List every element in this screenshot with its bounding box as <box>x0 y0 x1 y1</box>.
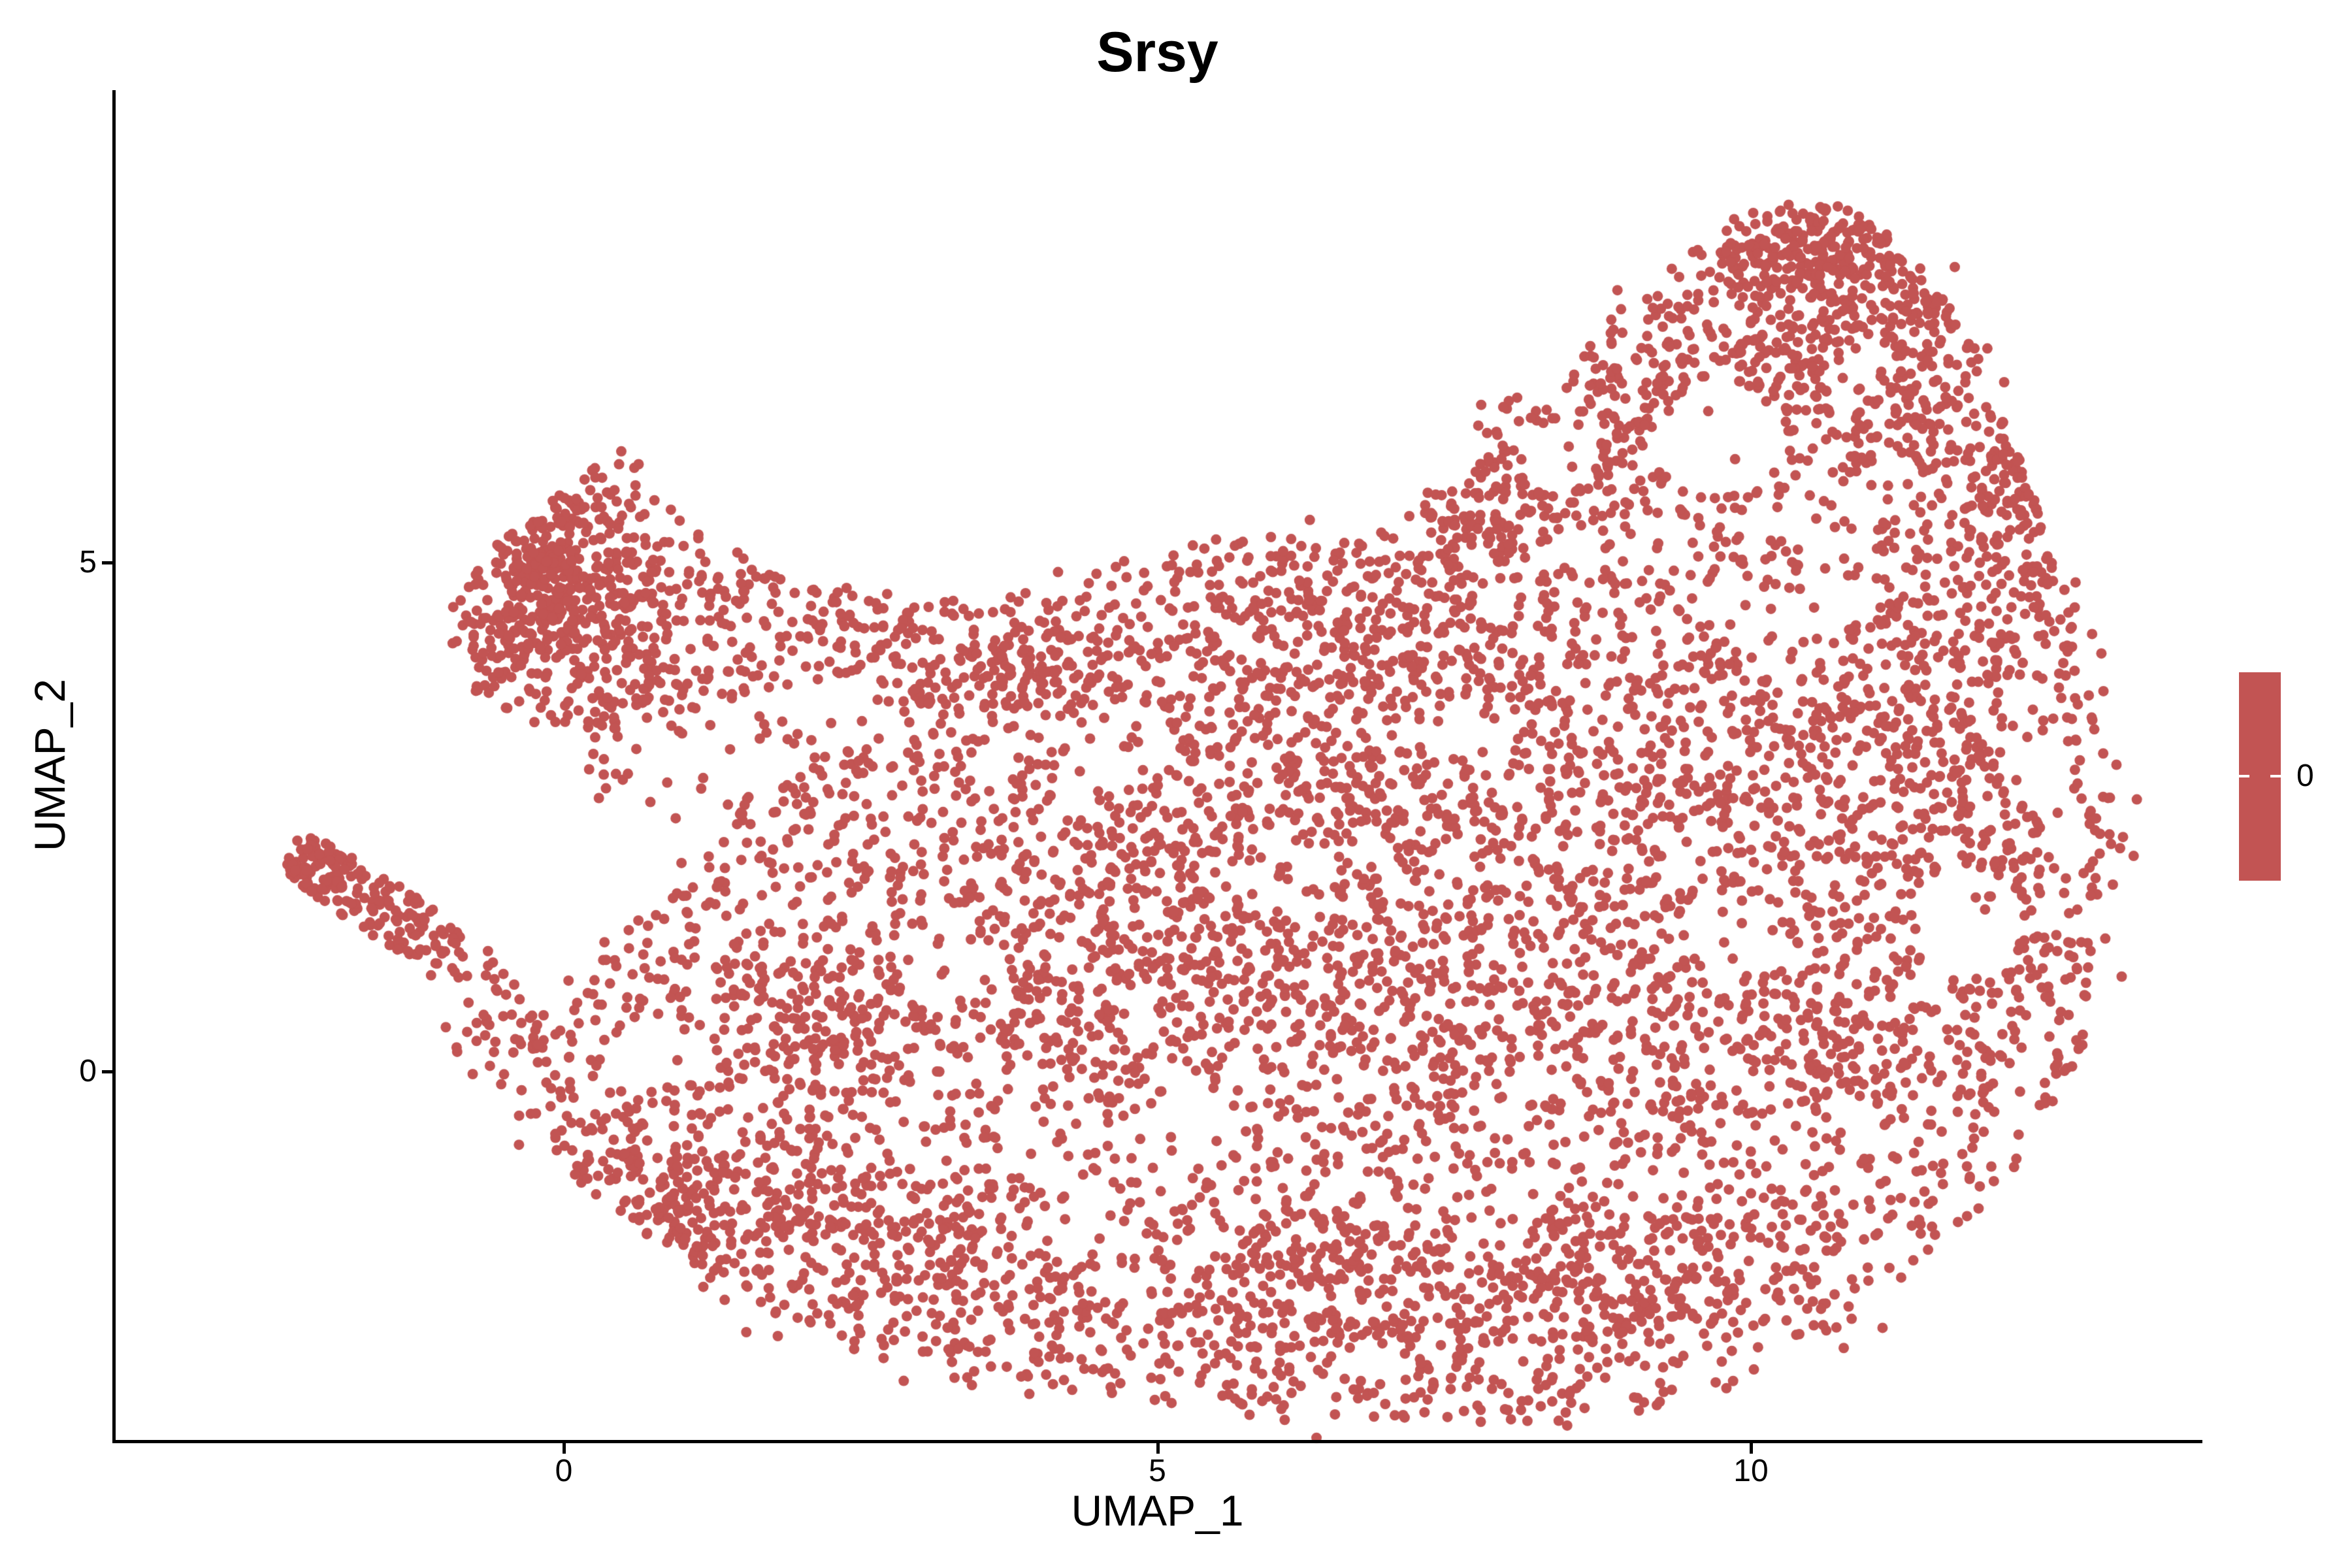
colorbar-tick-left <box>2239 775 2249 777</box>
y-axis-title: UMAP_2 <box>25 678 74 852</box>
x-tick-label: 10 <box>1733 1454 1769 1488</box>
x-tick-mark <box>563 1443 566 1454</box>
x-tick-mark <box>1750 1443 1753 1454</box>
x-tick-label: 5 <box>1149 1454 1166 1488</box>
x-axis-line <box>112 1440 2202 1443</box>
legend-label: 0 <box>2296 759 2314 793</box>
legend-colorbar <box>2239 672 2281 881</box>
x-axis-title: UMAP_1 <box>1071 1486 1244 1535</box>
colorbar-tick-right <box>2270 775 2281 777</box>
x-tick-mark <box>1156 1443 1160 1454</box>
y-tick-label: 0 <box>79 1054 97 1088</box>
plot-title: Srsy <box>1096 21 1218 84</box>
x-tick-label: 0 <box>555 1454 573 1488</box>
y-tick-mark <box>102 1070 112 1073</box>
y-tick-mark <box>102 561 112 564</box>
y-tick-label: 5 <box>79 545 97 580</box>
y-axis-line <box>112 90 116 1443</box>
